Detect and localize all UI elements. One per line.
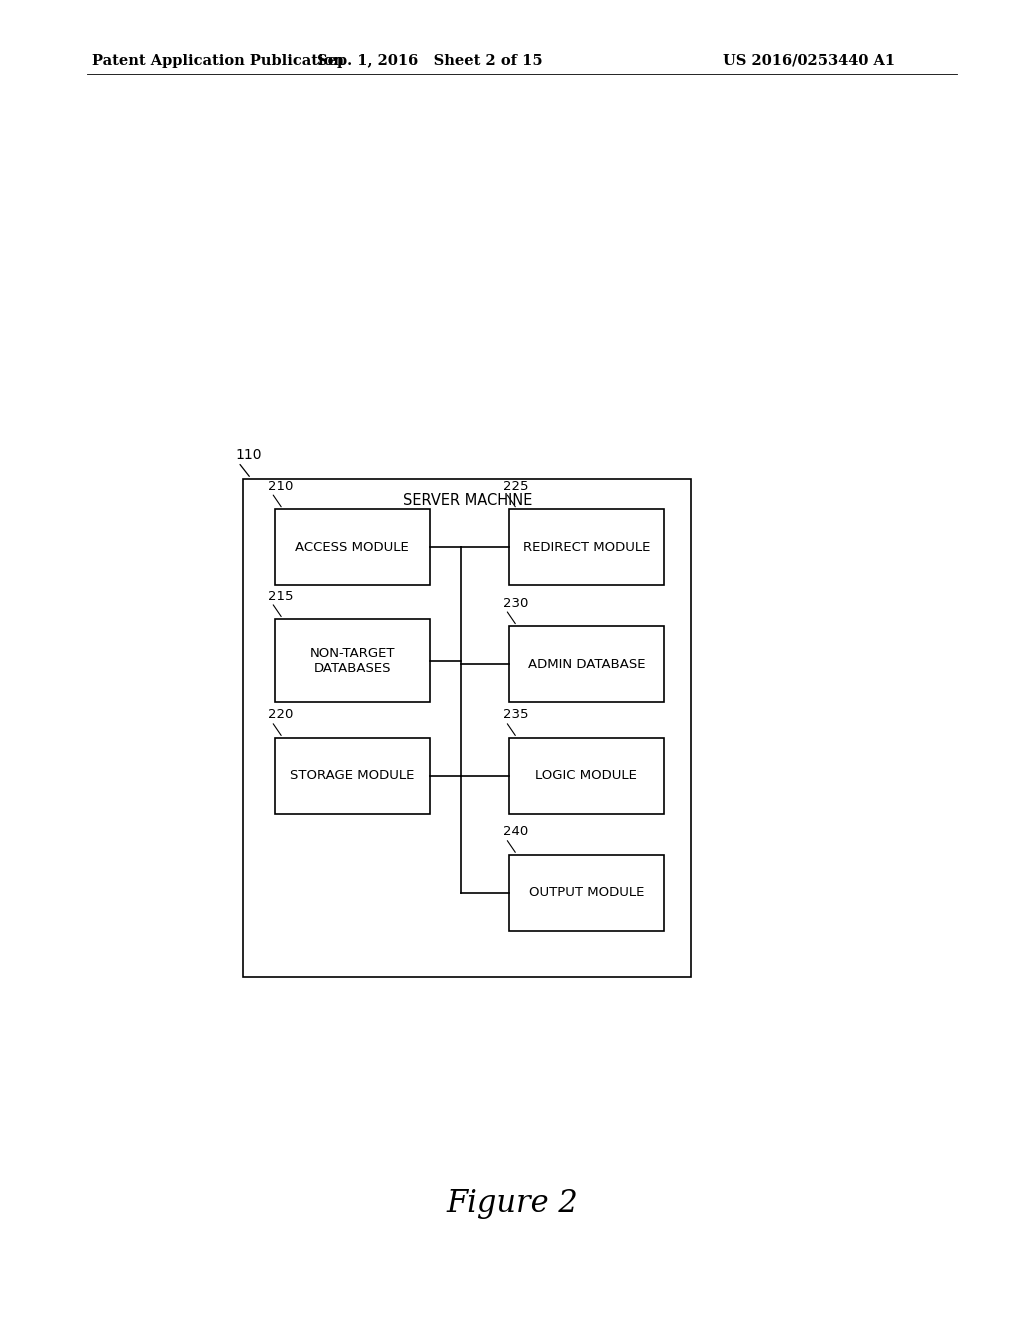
Point xyxy=(455,540,467,556)
Point xyxy=(455,768,467,784)
Text: SERVER MACHINE: SERVER MACHINE xyxy=(402,494,531,508)
Bar xyxy=(274,738,430,814)
Bar xyxy=(243,479,691,977)
Bar xyxy=(509,854,664,931)
Text: 110: 110 xyxy=(236,449,262,462)
Point xyxy=(424,768,436,784)
Point xyxy=(455,768,467,784)
Text: 225: 225 xyxy=(503,479,528,492)
Point xyxy=(455,540,467,556)
Point xyxy=(455,656,467,672)
Text: 235: 235 xyxy=(503,709,528,722)
Point xyxy=(424,540,436,556)
Point xyxy=(424,652,436,668)
Text: Sep. 1, 2016   Sheet 2 of 15: Sep. 1, 2016 Sheet 2 of 15 xyxy=(317,54,543,67)
Text: OUTPUT MODULE: OUTPUT MODULE xyxy=(528,886,644,899)
Point xyxy=(455,884,467,900)
Point xyxy=(503,884,515,900)
Point xyxy=(503,656,515,672)
Bar xyxy=(509,738,664,814)
Text: Patent Application Publication: Patent Application Publication xyxy=(92,54,344,67)
Point xyxy=(455,768,467,784)
Bar xyxy=(274,510,430,585)
Point xyxy=(455,540,467,556)
Text: 220: 220 xyxy=(268,709,294,722)
Point xyxy=(455,884,467,900)
Text: US 2016/0253440 A1: US 2016/0253440 A1 xyxy=(723,54,895,67)
Text: 215: 215 xyxy=(268,590,294,602)
Text: REDIRECT MODULE: REDIRECT MODULE xyxy=(522,541,650,553)
Text: STORAGE MODULE: STORAGE MODULE xyxy=(290,770,415,783)
Text: 230: 230 xyxy=(503,597,528,610)
Text: NON-TARGET
DATABASES: NON-TARGET DATABASES xyxy=(309,647,395,675)
Text: ACCESS MODULE: ACCESS MODULE xyxy=(295,541,409,553)
Point xyxy=(455,768,467,784)
Text: Figure 2: Figure 2 xyxy=(446,1188,578,1220)
Point xyxy=(455,652,467,668)
Bar xyxy=(509,626,664,702)
Point xyxy=(503,768,515,784)
Point xyxy=(503,540,515,556)
Text: 240: 240 xyxy=(503,825,527,838)
Text: LOGIC MODULE: LOGIC MODULE xyxy=(536,770,637,783)
Text: ADMIN DATABASE: ADMIN DATABASE xyxy=(527,657,645,671)
Bar xyxy=(509,510,664,585)
Bar xyxy=(274,619,430,702)
Text: 210: 210 xyxy=(268,479,294,492)
